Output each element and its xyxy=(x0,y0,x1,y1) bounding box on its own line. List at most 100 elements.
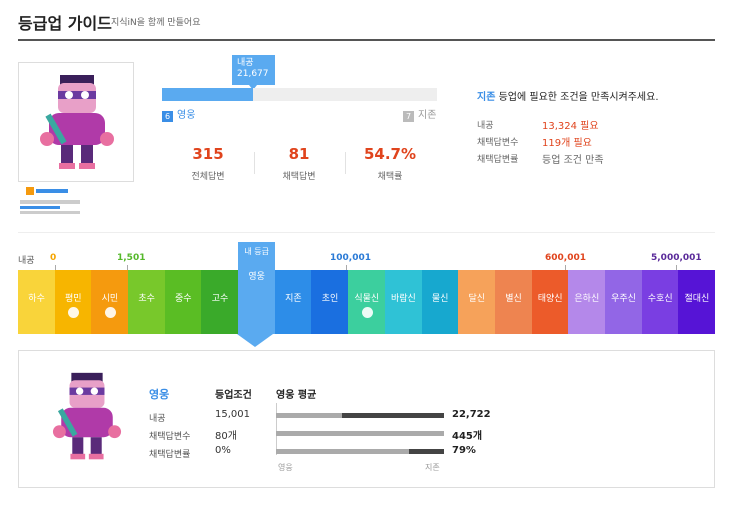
condition-label: 내공 xyxy=(477,121,494,131)
detail-bar-fill xyxy=(276,431,444,436)
level-badge-icon xyxy=(68,307,80,318)
level-segment[interactable]: 식물신 xyxy=(348,270,386,334)
detail-row-label: 채택답변수 xyxy=(149,432,191,442)
level-segment[interactable]: 평민 xyxy=(54,270,92,334)
detail-row-bar xyxy=(276,431,444,436)
tooltip-value: 21,677 xyxy=(237,69,269,79)
level-name: 지존 xyxy=(285,294,302,304)
next-level-num: 7 xyxy=(403,111,414,122)
stat-adopted-answers: 81 채택답변 xyxy=(254,145,344,182)
condition-label: 채택답변률 xyxy=(477,155,519,165)
conditions-title: 지존 등업에 필요한 조건을 만족시켜주세요. xyxy=(477,88,659,103)
detail-col-average: 영웅 평균 xyxy=(276,390,317,401)
level-segment[interactable]: 수호신 xyxy=(641,270,679,334)
detail-axis-left: 영웅 xyxy=(278,463,293,472)
threshold-label: 100,001 xyxy=(330,253,371,263)
level-name: 하수 xyxy=(28,294,45,304)
next-level-name: 지존 xyxy=(418,110,437,121)
condition-row: 채택답변수 119개 필요 xyxy=(477,135,592,149)
level-name: 바람신 xyxy=(390,294,416,304)
scale-axis-label: 내공 xyxy=(18,256,35,266)
detail-row-cond: 15,001 xyxy=(215,409,250,420)
level-name: 초수 xyxy=(138,294,155,304)
level-segment[interactable]: 지존 xyxy=(274,270,312,334)
current-level-num: 6 xyxy=(162,111,173,122)
conditions-target: 지존 xyxy=(477,92,496,103)
detail-col-condition: 등업조건 xyxy=(215,390,252,401)
level-name: 절대신 xyxy=(684,294,710,304)
detail-row-label: 내공 xyxy=(149,414,166,424)
condition-label: 채택답변수 xyxy=(477,138,519,148)
score-tooltip: 내공 21,677 xyxy=(232,55,275,90)
current-level-name: 영웅 xyxy=(177,110,196,121)
level-segment[interactable]: 물신 xyxy=(421,270,459,334)
badge-icon xyxy=(26,187,68,195)
condition-value: 등업 조건 만족 xyxy=(542,155,604,166)
level-name: 태양신 xyxy=(537,294,563,304)
threshold-tick xyxy=(565,265,566,271)
threshold-tick xyxy=(55,265,56,271)
tooltip-label: 내공 xyxy=(237,58,254,68)
level-segment[interactable]: 시민 xyxy=(91,270,129,334)
current-level-pointer xyxy=(237,334,273,347)
threshold-label: 1,501 xyxy=(117,253,146,263)
level-name: 달신 xyxy=(468,294,486,304)
level-name: 시민 xyxy=(101,294,119,304)
threshold-label: 0 xyxy=(50,253,57,263)
stat-total-answers: 315 전체답변 xyxy=(163,145,253,182)
level-segment[interactable]: 태양신 xyxy=(531,270,569,334)
level-segment[interactable]: 초인 xyxy=(311,270,349,334)
detail-row-bar xyxy=(276,449,444,454)
threshold-tick xyxy=(127,265,128,271)
stat-label: 채택답변 xyxy=(282,172,316,182)
stat-label: 채택률 xyxy=(377,172,403,182)
section-divider xyxy=(18,232,715,233)
profile-avatar xyxy=(18,62,134,182)
threshold-tick xyxy=(676,265,677,271)
stat-divider xyxy=(254,152,255,174)
level-name: 수호신 xyxy=(647,294,673,304)
current-level: 6 영웅 xyxy=(162,106,195,122)
detail-row-avg: 22,722 xyxy=(452,409,491,420)
level-segment[interactable]: 바람신 xyxy=(384,270,422,334)
level-segment[interactable]: 초수 xyxy=(128,270,166,334)
detail-row-cond: 0% xyxy=(215,445,231,456)
stat-divider xyxy=(345,152,346,174)
detail-bar-fill xyxy=(276,413,342,418)
level-segment[interactable]: 우주신 xyxy=(604,270,643,334)
level-name: 평민 xyxy=(64,294,82,304)
hero-character-icon xyxy=(40,75,114,169)
threshold-label: 5,000,001 xyxy=(651,253,702,263)
detail-row-avg: 445개 xyxy=(452,431,483,442)
level-segment[interactable]: 절대신 xyxy=(678,270,716,334)
detail-bar-fill xyxy=(276,449,409,454)
detail-row-avg: 79% xyxy=(452,445,476,456)
level-name: 식물신 xyxy=(354,294,380,304)
level-segment[interactable]: 중수 xyxy=(164,270,202,334)
detail-level-name: 영웅 xyxy=(149,388,170,401)
next-level: 7 지존 xyxy=(403,106,436,122)
condition-row: 채택답변률 등업 조건 만족 xyxy=(477,152,604,166)
level-segment[interactable]: 별신 xyxy=(494,270,533,334)
level-name: 물신 xyxy=(431,294,449,304)
condition-row: 내공 13,324 필요 xyxy=(477,118,599,132)
level-name: 별신 xyxy=(505,294,522,304)
level-segment[interactable]: 고수 xyxy=(201,270,239,334)
stat-value: 81 xyxy=(288,145,310,163)
stat-label: 전체답변 xyxy=(191,172,225,182)
level-badge-icon xyxy=(361,307,373,318)
level-segment[interactable]: 은하신 xyxy=(568,270,606,334)
detail-axis-line xyxy=(276,403,277,455)
rank-icon xyxy=(20,200,80,214)
level-segment[interactable]: 내 등급 영웅 xyxy=(238,242,276,334)
page-subtitle: 지식iN을 함께 만들어요 xyxy=(111,18,201,28)
condition-value: 119개 필요 xyxy=(542,138,592,149)
conditions-text: 등업에 필요한 조건을 만족시켜주세요. xyxy=(498,92,659,103)
level-name: 우주신 xyxy=(611,294,636,304)
level-segment[interactable]: 하수 xyxy=(18,270,56,334)
stat-adopt-rate: 54.7% 채택률 xyxy=(345,145,435,182)
stat-value: 315 xyxy=(192,145,224,163)
threshold-label: 600,001 xyxy=(545,253,586,263)
level-segment[interactable]: 달신 xyxy=(458,270,496,334)
page-header: 등급업 가이드 지식iN을 함께 만들어요 xyxy=(18,8,715,41)
